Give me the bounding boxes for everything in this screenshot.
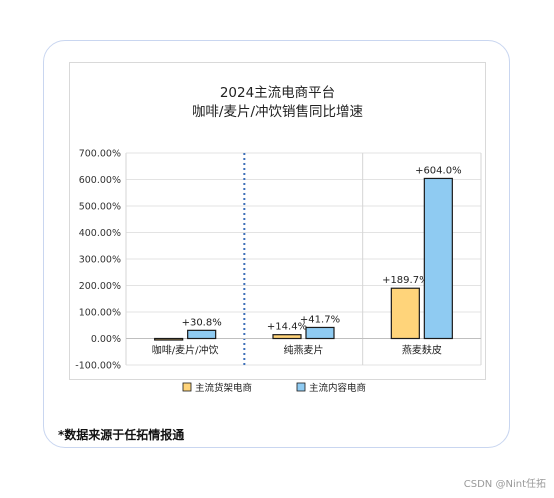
y-tick-label: 500.00% [79, 202, 121, 213]
y-tick-label: 0.00% [91, 334, 121, 345]
chart-title-line-1: 2024主流电商平台 [219, 85, 336, 101]
y-tick-label: 600.00% [79, 175, 121, 186]
y-tick-label: 200.00% [79, 281, 121, 292]
data-label: +41.7% [300, 314, 340, 325]
data-label: +604.0% [415, 165, 462, 176]
legend-swatch [296, 382, 306, 392]
y-tick-label: 400.00% [79, 228, 121, 239]
category-label: 纯燕麦片 [284, 344, 324, 357]
chart-title-line-2: 咖啡/麦片/冲饮销售同比增速 [191, 104, 364, 120]
watermark: CSDN @Nint任拓 [463, 479, 546, 490]
legend-label: 主流货架电商 [195, 382, 252, 394]
bar-shelf-0 [154, 337, 184, 341]
category-label: 燕麦麸皮 [402, 344, 442, 357]
data-label: +30.8% [182, 317, 222, 328]
bar-shelf-1 [272, 334, 302, 340]
y-tick-label: -100.00% [75, 361, 121, 372]
y-tick-label: 700.00% [79, 149, 121, 160]
source-note: *数据来源于任拓情报通 [58, 428, 185, 442]
data-label: +14.4% [267, 322, 307, 333]
bar-content-2 [423, 177, 453, 340]
data-label: +189.7% [382, 275, 429, 286]
bar-content-1 [305, 326, 335, 340]
legend-label: 主流内容电商 [309, 382, 366, 394]
y-tick-label: 300.00% [79, 255, 121, 266]
legend-swatch [182, 382, 192, 392]
bar-shelf-2 [390, 287, 420, 340]
bar-content-0 [187, 329, 217, 340]
y-tick-label: 100.00% [79, 308, 121, 319]
category-label: 咖啡/麦片/冲饮 [152, 344, 219, 357]
